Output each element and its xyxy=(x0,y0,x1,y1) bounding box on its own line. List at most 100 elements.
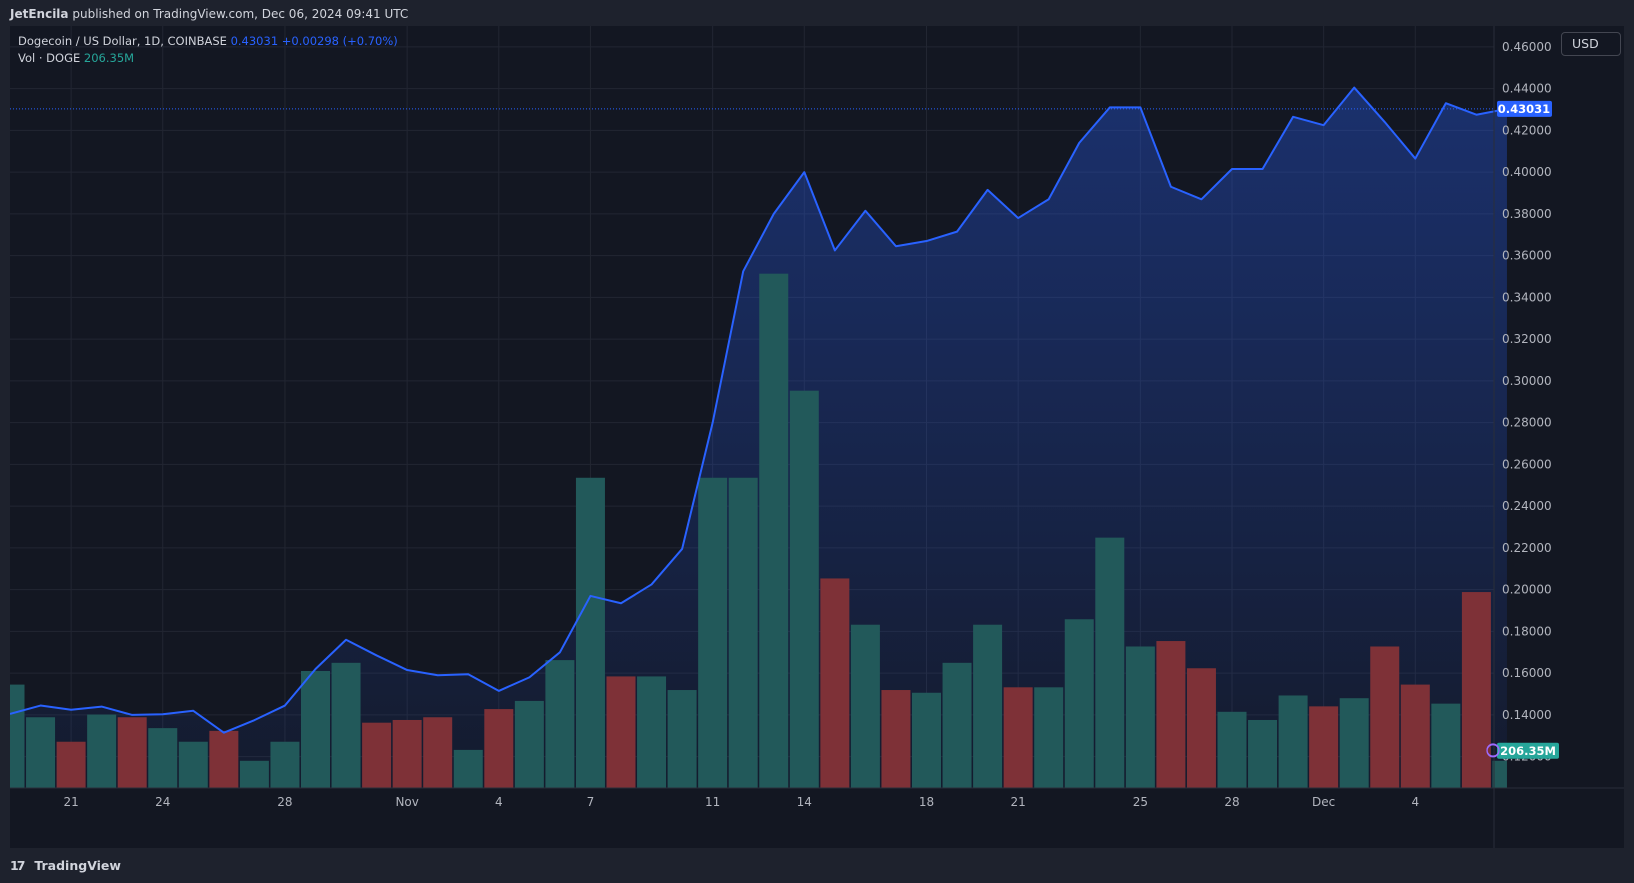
y-tick-label: 0.42000 xyxy=(1502,123,1552,137)
volume-bar[interactable] xyxy=(56,741,86,788)
volume-bar[interactable] xyxy=(1095,537,1125,788)
volume-bar[interactable] xyxy=(728,477,758,788)
volume-bar[interactable] xyxy=(1278,695,1308,788)
volume-bar[interactable] xyxy=(820,578,850,788)
volume-bar[interactable] xyxy=(1186,668,1216,788)
publish-info: published on TradingView.com, Dec 06, 20… xyxy=(72,7,409,21)
x-tick-label: 28 xyxy=(277,795,292,809)
volume-bar[interactable] xyxy=(942,662,972,788)
volume-bar[interactable] xyxy=(1064,619,1094,788)
x-tick-label: Nov xyxy=(395,795,418,809)
tradingview-logo-icon: 17 xyxy=(10,858,25,873)
volume-bar[interactable] xyxy=(759,273,789,788)
volume-bar[interactable] xyxy=(362,722,392,788)
volume-bar[interactable] xyxy=(1248,719,1278,788)
publish-header: JetEncila published on TradingView.com, … xyxy=(0,0,1634,26)
currency-button[interactable]: USD xyxy=(1561,32,1621,56)
y-tick-label: 0.38000 xyxy=(1502,207,1552,221)
x-tick-label: 24 xyxy=(155,795,170,809)
volume-bar[interactable] xyxy=(117,717,147,788)
volume-bar[interactable] xyxy=(1492,760,1507,788)
x-tick-label: 25 xyxy=(1133,795,1148,809)
last-price-badge[interactable] xyxy=(1497,100,1552,117)
volume-bar[interactable] xyxy=(1370,646,1400,788)
volume-bar[interactable] xyxy=(637,676,667,788)
x-tick-label: 4 xyxy=(1411,795,1419,809)
volume-bar[interactable] xyxy=(10,684,25,788)
volume-bar[interactable] xyxy=(1309,706,1339,788)
y-tick-label: 0.20000 xyxy=(1502,583,1552,597)
volume-bar[interactable] xyxy=(1125,646,1155,788)
volume-bar[interactable] xyxy=(239,760,269,788)
legend-main-row: Dogecoin / US Dollar, 1D, COINBASE 0.430… xyxy=(18,33,398,50)
volume-bar[interactable] xyxy=(545,660,575,788)
legend-price: 0.43031 xyxy=(230,34,279,48)
volume-bar[interactable] xyxy=(1339,698,1369,788)
volume-bar[interactable] xyxy=(1003,687,1033,788)
footer-brand-label: TradingView xyxy=(34,858,121,873)
y-tick-label: 0.22000 xyxy=(1502,541,1552,555)
volume-bar[interactable] xyxy=(698,477,728,788)
y-tick-label: 0.46000 xyxy=(1502,40,1552,54)
last-volume-badge-label: 206.35M xyxy=(1500,744,1556,758)
volume-bar[interactable] xyxy=(973,624,1003,788)
volume-bar[interactable] xyxy=(423,717,453,788)
legend-symbol[interactable]: Dogecoin / US Dollar, 1D, COINBASE xyxy=(18,34,227,48)
y-tick-label: 0.32000 xyxy=(1502,332,1552,346)
volume-bar[interactable] xyxy=(881,690,911,788)
y-tick-label: 0.16000 xyxy=(1502,666,1552,680)
volume-bar[interactable] xyxy=(606,676,636,788)
volume-bar[interactable] xyxy=(392,719,422,788)
volume-bar[interactable] xyxy=(575,477,605,788)
y-tick-label: 0.40000 xyxy=(1502,165,1552,179)
volume-bar[interactable] xyxy=(453,749,483,788)
x-tick-label: 21 xyxy=(63,795,78,809)
volume-bar[interactable] xyxy=(301,670,330,788)
x-tick-label: 14 xyxy=(797,795,812,809)
volume-bar[interactable] xyxy=(209,730,239,788)
volume-bar[interactable] xyxy=(1400,684,1430,788)
volume-bar[interactable] xyxy=(331,662,361,788)
x-tick-label: 28 xyxy=(1224,795,1239,809)
volume-bar[interactable] xyxy=(87,714,117,788)
price-chart[interactable]: 0.46000 0.44000 0.42000 0.40000 0.38000 0.360… xyxy=(10,26,1624,848)
volume-bar[interactable] xyxy=(26,717,56,788)
x-tick-label: 11 xyxy=(705,795,720,809)
legend-volume-row: Vol · DOGE 206.35M xyxy=(18,50,398,67)
last-volume-badge[interactable] xyxy=(1497,742,1559,759)
volume-bar[interactable] xyxy=(484,709,514,788)
legend-vol-value: 206.35M xyxy=(83,51,135,65)
price-area-fill xyxy=(10,87,1507,788)
volume-bar[interactable] xyxy=(270,741,300,788)
chart-legend: Dogecoin / US Dollar, 1D, COINBASE 0.430… xyxy=(18,33,398,67)
volume-bar[interactable] xyxy=(1034,687,1064,788)
volume-bar[interactable] xyxy=(148,728,178,788)
volume-bar[interactable] xyxy=(789,390,819,788)
x-tick-label: 7 xyxy=(587,795,595,809)
legend-vol-label[interactable]: Vol · DOGE xyxy=(18,51,81,65)
volume-bar[interactable] xyxy=(1156,641,1186,788)
x-tick-label: 21 xyxy=(1011,795,1026,809)
volume-bar[interactable] xyxy=(1461,592,1491,788)
y-tick-label: 0.18000 xyxy=(1502,624,1552,638)
x-tick-label: 18 xyxy=(919,795,934,809)
x-tick-label: 4 xyxy=(495,795,503,809)
last-price-badge-label: 0.43031 xyxy=(1498,102,1550,116)
volume-bar[interactable] xyxy=(912,692,941,788)
volume-bar[interactable] xyxy=(667,690,697,788)
volume-bar[interactable] xyxy=(178,741,208,788)
volume-bar[interactable] xyxy=(1431,703,1461,788)
y-tick-label: 0.30000 xyxy=(1502,374,1552,388)
footer-brand[interactable]: 17 TradingView xyxy=(10,857,121,875)
legend-change: +0.00298 (+0.70%) xyxy=(281,34,398,48)
volume-indicator-icon[interactable] xyxy=(1486,744,1500,758)
y-tick-label: 0.14000 xyxy=(1502,708,1552,722)
volume-bar[interactable] xyxy=(1217,711,1247,788)
chart-frame[interactable]: 0.46000 0.44000 0.42000 0.40000 0.38000 0.360… xyxy=(10,26,1624,848)
volume-bar[interactable] xyxy=(850,624,880,788)
author-name[interactable]: JetEncila xyxy=(10,7,69,21)
y-tick-label: 0.26000 xyxy=(1502,457,1552,471)
price-line[interactable] xyxy=(10,86,1508,734)
volume-bar[interactable] xyxy=(514,700,544,788)
y-tick-label: 0.44000 xyxy=(1502,82,1552,96)
